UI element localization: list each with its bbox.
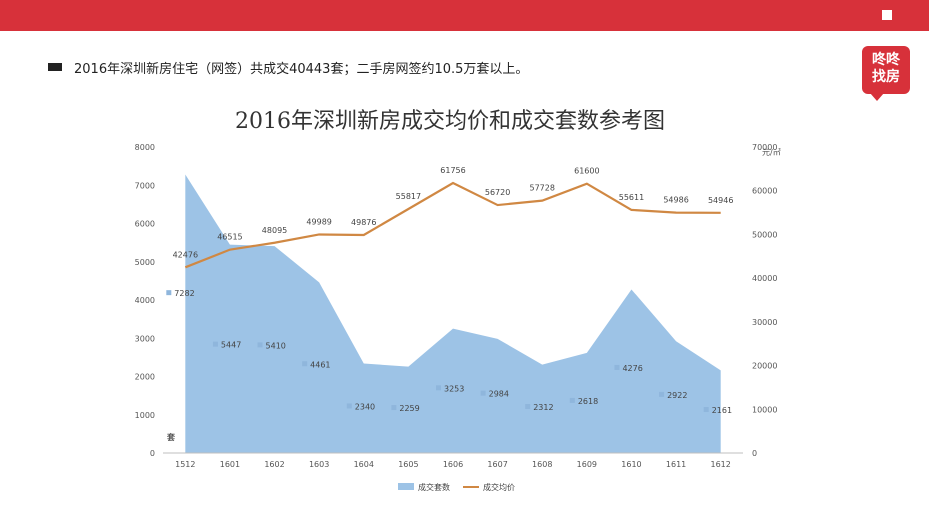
units-marker [346, 403, 352, 409]
units-data-label: 2259 [399, 404, 419, 413]
y-right-tick: 50000 [752, 230, 777, 239]
units-data-label: 5410 [266, 341, 286, 350]
units-marker [436, 385, 441, 391]
y-left-tick: 6000 [135, 220, 155, 229]
units-marker [166, 290, 172, 296]
x-tick-label: 1608 [532, 460, 552, 469]
price-data-label: 54946 [708, 196, 733, 205]
x-tick-label: 1602 [264, 460, 284, 469]
price-data-label: 61600 [574, 167, 599, 176]
x-tick-label: 1609 [577, 460, 597, 469]
price-data-label: 49876 [351, 218, 376, 227]
price-data-label: 57728 [530, 184, 555, 193]
y-right-tick: 60000 [752, 187, 777, 196]
units-data-label: 2618 [578, 397, 598, 406]
units-marker [212, 341, 218, 347]
x-tick-label: 1512 [175, 460, 195, 469]
units-data-label: 4461 [310, 360, 330, 369]
y-left-axis-label: 套 [166, 432, 176, 442]
x-tick-label: 1606 [443, 460, 463, 469]
price-data-label: 61756 [440, 166, 465, 175]
units-marker [525, 404, 531, 410]
y-left-tick: 0 [150, 449, 155, 458]
units-data-label: 5447 [221, 341, 241, 350]
y-right-tick: 20000 [752, 362, 777, 371]
legend-swatch-units [398, 483, 414, 490]
y-left-tick: 7000 [135, 181, 155, 190]
x-tick-label: 1610 [621, 460, 641, 469]
y-left-tick: 1000 [135, 411, 155, 420]
price-series-line [184, 181, 721, 269]
units-data-label: 3253 [444, 384, 464, 393]
y-left-tick: 2000 [135, 373, 155, 382]
x-tick-label: 1612 [711, 460, 731, 469]
x-tick-label: 1601 [220, 460, 240, 469]
price-data-label: 48095 [262, 226, 287, 235]
units-data-label: 2984 [489, 390, 509, 399]
logo-line-1: 咚咚 [872, 52, 900, 68]
units-marker [569, 397, 575, 403]
menu-square-icon[interactable] [882, 10, 892, 20]
top-banner [0, 0, 929, 31]
x-tick-label: 1607 [487, 460, 507, 469]
y-left-tick: 4000 [135, 296, 155, 305]
brand-logo[interactable]: 咚咚 找房 [862, 46, 910, 101]
logo-line-2: 找房 [872, 69, 900, 85]
x-tick-label: 1604 [354, 460, 374, 469]
y-right-tick: 40000 [752, 274, 777, 283]
legend-label-price: 成交均价 [483, 482, 515, 492]
y-right-tick: 10000 [752, 405, 777, 414]
y-left-tick: 8000 [135, 143, 155, 152]
y-right-tick: 70000 [752, 143, 777, 152]
price-data-label: 56720 [485, 188, 510, 197]
price-data-label: 55817 [396, 192, 421, 201]
y-right-axis-label: 元/㎡ [762, 148, 781, 157]
x-tick-label: 1605 [398, 460, 418, 469]
units-marker [659, 391, 665, 397]
units-data-label: 7282 [174, 289, 194, 298]
price-data-label: 55611 [619, 193, 644, 202]
summary-text: 2016年深圳新房住宅（网签）共成交40443套；二手房网签约10.5万套以上。 [74, 61, 529, 77]
legend-label-units: 成交套数 [418, 482, 450, 492]
units-marker [302, 361, 308, 367]
bullet-square-icon [48, 63, 62, 71]
x-tick-label: 1603 [309, 460, 329, 469]
y-right-tick: 0 [752, 449, 757, 458]
area-series-units [185, 174, 721, 453]
y-left-tick: 3000 [135, 334, 155, 343]
units-marker [391, 405, 397, 411]
y-left-tick: 5000 [135, 258, 155, 267]
chart-title: 2016年深圳新房成交均价和成交套数参考图 [235, 109, 665, 134]
units-data-label: 2312 [533, 403, 553, 412]
units-data-label: 2340 [355, 402, 375, 411]
units-marker [480, 390, 486, 396]
price-data-label: 54986 [663, 196, 688, 205]
units-marker [257, 342, 263, 348]
units-marker [703, 407, 709, 413]
price-data-label: 49989 [306, 217, 331, 226]
units-data-label: 2161 [712, 406, 732, 415]
summary-line: 2016年深圳新房住宅（网签）共成交40443套；二手房网签约10.5万套以上。 [48, 58, 529, 77]
y-right-tick: 30000 [752, 318, 777, 327]
price-data-label: 46515 [217, 233, 242, 242]
price-data-label: 42476 [173, 250, 198, 259]
units-marker [614, 364, 620, 370]
units-data-label: 2922 [667, 391, 687, 400]
units-data-label: 4276 [622, 364, 642, 373]
x-tick-label: 1611 [666, 460, 686, 469]
